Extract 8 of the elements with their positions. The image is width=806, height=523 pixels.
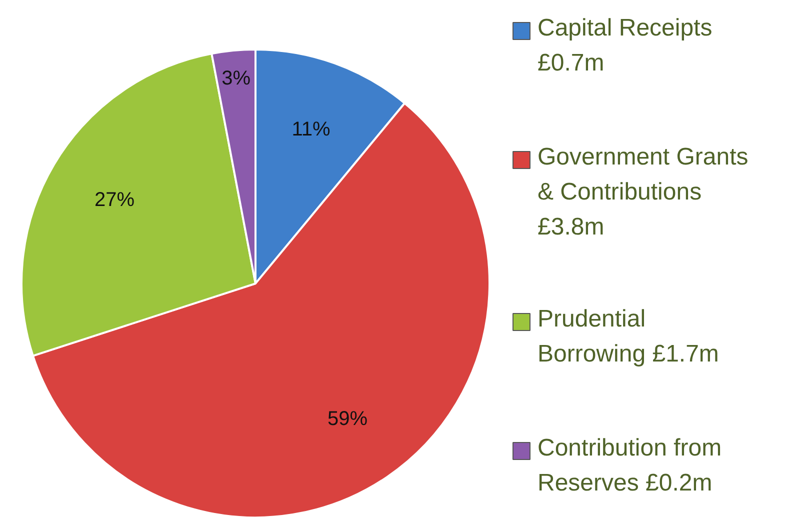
legend-label: Contribution from Reserves £0.2m [538,434,722,497]
data-label: 59% [328,408,368,430]
legend-label: Government Grants & Contributions £3.8m [538,144,748,241]
legend-label: Prudential Borrowing £1.7m [538,306,719,368]
data-label: 3% [222,67,251,90]
legend-label: Capital Receipts £0.7m [538,14,712,77]
data-label: 11% [292,118,330,140]
data-label: 27% [94,189,135,212]
